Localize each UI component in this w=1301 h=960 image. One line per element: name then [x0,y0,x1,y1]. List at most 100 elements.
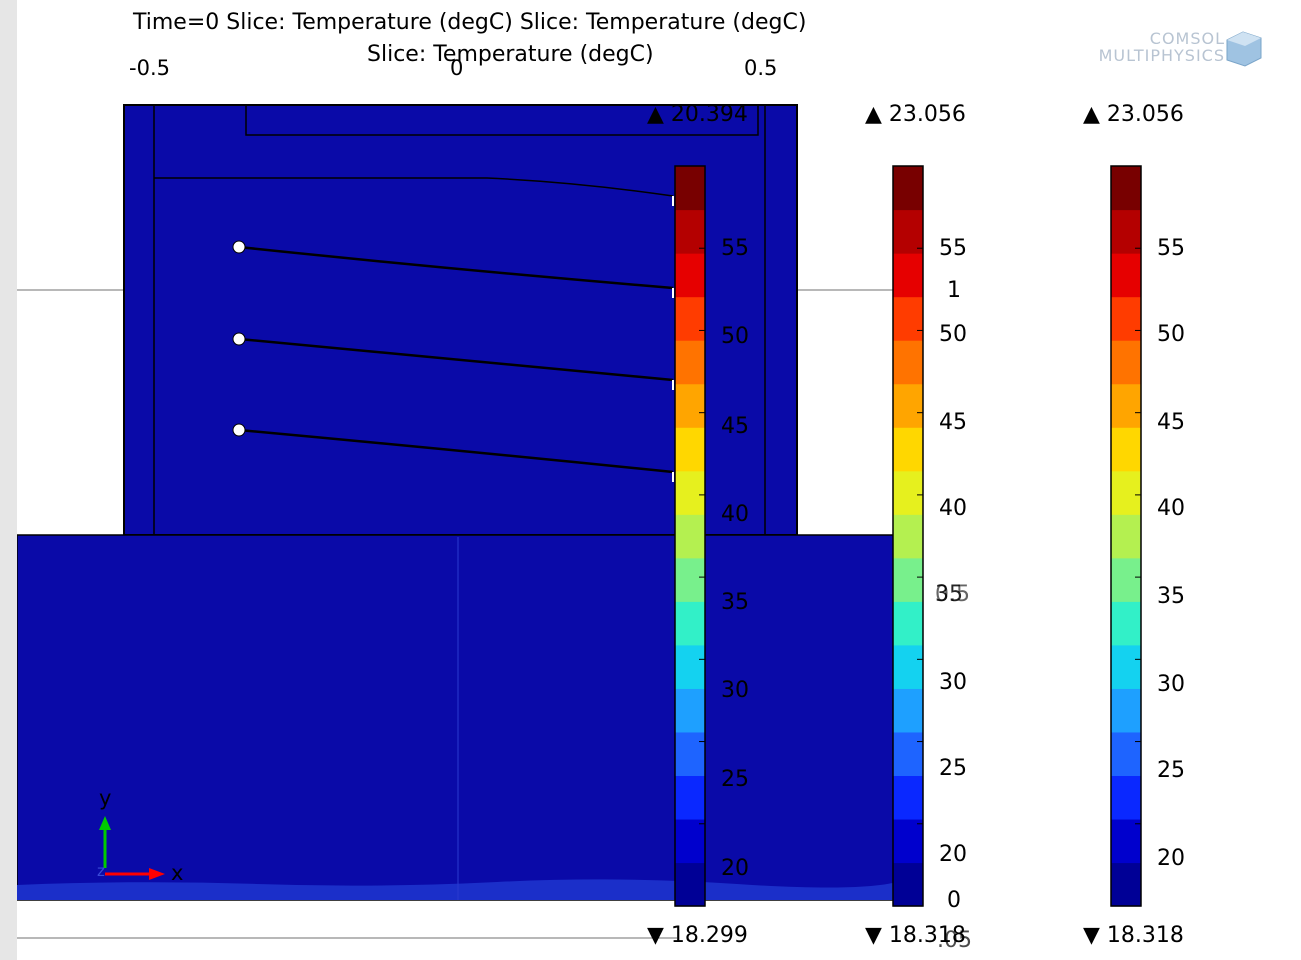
colorbar-2-band [893,427,923,472]
colorbar-3-band [1111,818,1141,864]
colorbar-2-band [893,557,923,602]
colorbar-2-band [893,514,923,559]
colorbar-3-tick-50: 50 [1157,322,1185,347]
colorbar-1-frame [674,165,706,907]
colorbar-1-tick-25: 25 [721,767,749,792]
colorbar-1-tick-55: 55 [721,236,749,261]
colorbar-3-tick-20: 20 [1157,846,1185,871]
colorbar-3-tick-25: 25 [1157,758,1185,783]
colorbar-1-max: ▲ 20.394 [647,102,748,127]
colorbar-3-frame [1110,165,1142,907]
colorbar-1-band [675,383,705,428]
x-axis-arrowhead [149,868,165,880]
colorbar-2-overlap-label-2: .05 [937,928,972,953]
colorbar-3-band [1111,514,1141,559]
wire-2-terminal [232,332,246,346]
x-tick-zero: 0 [450,56,464,80]
wire-1 [238,245,674,290]
colorbar-3-band [1111,340,1141,385]
colorbar-1-band [675,688,705,733]
colorbar-3-band [1111,166,1141,211]
colorbar-2-tick-20: 20 [939,842,967,867]
colorbar-3-band [1111,862,1141,907]
wire-3 [238,428,674,474]
colorbar-3-band [1111,209,1141,254]
colorbar-3-tick-45: 45 [1157,410,1185,435]
colorbar-2-band [893,296,923,341]
y-axis-arrowhead [99,816,111,830]
colorbar-2-tick-1: 1 [947,278,961,303]
colorbar-3-band [1111,688,1141,733]
colorbar-1-tick-35: 35 [721,590,749,615]
colorbar-3-tick-40: 40 [1157,496,1185,521]
colorbar-3-band [1111,775,1141,820]
plot-title-line1: Time=0 Slice: Temperature (degC) Slice: … [133,10,807,35]
colorbar-3-tick-55: 55 [1157,236,1185,261]
colorbar-2-band [893,470,923,515]
colorbar-3-band [1111,383,1141,428]
colorbar-1-tick-20: 20 [721,856,749,881]
colorbar-2-band [893,166,923,211]
comsol-logo-text: COMSOL MULTIPHYSICS [1035,30,1225,64]
colorbar-1-band [675,296,705,341]
colorbar-1-band [675,209,705,254]
colorbar-1-band [675,427,705,472]
colorbar-2-tick-0: 0 [947,888,961,913]
plot-title-line2: Slice: Temperature (degC) [367,42,654,67]
colorbar-2-band [893,775,923,820]
colorbar-2-tick-50: 50 [939,322,967,347]
wire-1-terminal [232,240,246,254]
x-tick-neg-half: -0.5 [129,56,170,80]
logo-line2: MULTIPHYSICS [1098,46,1225,65]
axis-label-x: x [171,861,184,885]
x-tick-pos-half: 0.5 [744,56,778,80]
colorbar-2-band [893,209,923,254]
colorbar-1-tick-50: 50 [721,324,749,349]
colorbar-3-max: ▲ 23.056 [1083,102,1184,127]
colorbar-1-tick-40: 40 [721,502,749,527]
colorbar-2-band [893,601,923,646]
logo-cube-top [1227,32,1261,46]
colorbar-2-tick-35: 35 [935,582,963,607]
colorbar-1-band [675,340,705,385]
colorbar-1-min: ▼ 18.299 [647,923,748,948]
colorbar-1-band [675,166,705,211]
colorbar-3-band [1111,644,1141,689]
colorbar-2-band [893,253,923,298]
colorbar-1-band [675,514,705,559]
colorbar-2-tick-25: 25 [939,756,967,781]
colorbar-1-band [675,818,705,864]
colorbar-1-band [675,470,705,515]
colorbar-2-min: ▼ 18.318 [865,923,966,948]
logo-line1: COMSOL [1149,29,1225,48]
colorbar-3-band [1111,296,1141,341]
colorbar-3 [1110,165,1142,907]
graphics-viewport[interactable]: Time=0 Slice: Temperature (degC) Slice: … [17,0,1301,960]
colorbar-3-tick-35: 35 [1157,584,1185,609]
colorbar-3-tick-30: 30 [1157,672,1185,697]
colorbar-1-tick-45: 45 [721,414,749,439]
colorbar-3-band [1111,557,1141,602]
axis-label-y: y [99,786,112,810]
colorbar-2-tick-45: 45 [939,410,967,435]
colorbar-1-band [675,644,705,689]
colorbar-2-band [893,731,923,777]
colorbar-1-band [675,601,705,646]
colorbar-2-band [893,818,923,864]
colorbar-1-band [675,775,705,820]
wire-3-terminal [232,423,246,437]
colorbar-3-band [1111,731,1141,777]
colorbar-1-band [675,253,705,298]
colorbar-1-tick-30: 30 [721,678,749,703]
colorbar-2-frame [892,165,924,907]
colorbar-2-tick-55: 55 [939,236,967,261]
colorbar-1-band [675,731,705,777]
colorbar-3-band [1111,470,1141,515]
colorbar-2-band [893,644,923,689]
colorbar-2-band [893,862,923,907]
colorbar-3-band [1111,253,1141,298]
colorbar-2-band [893,340,923,385]
comsol-logo-cube [1226,31,1262,67]
colorbar-1-band [675,557,705,602]
top-slot [245,104,759,136]
